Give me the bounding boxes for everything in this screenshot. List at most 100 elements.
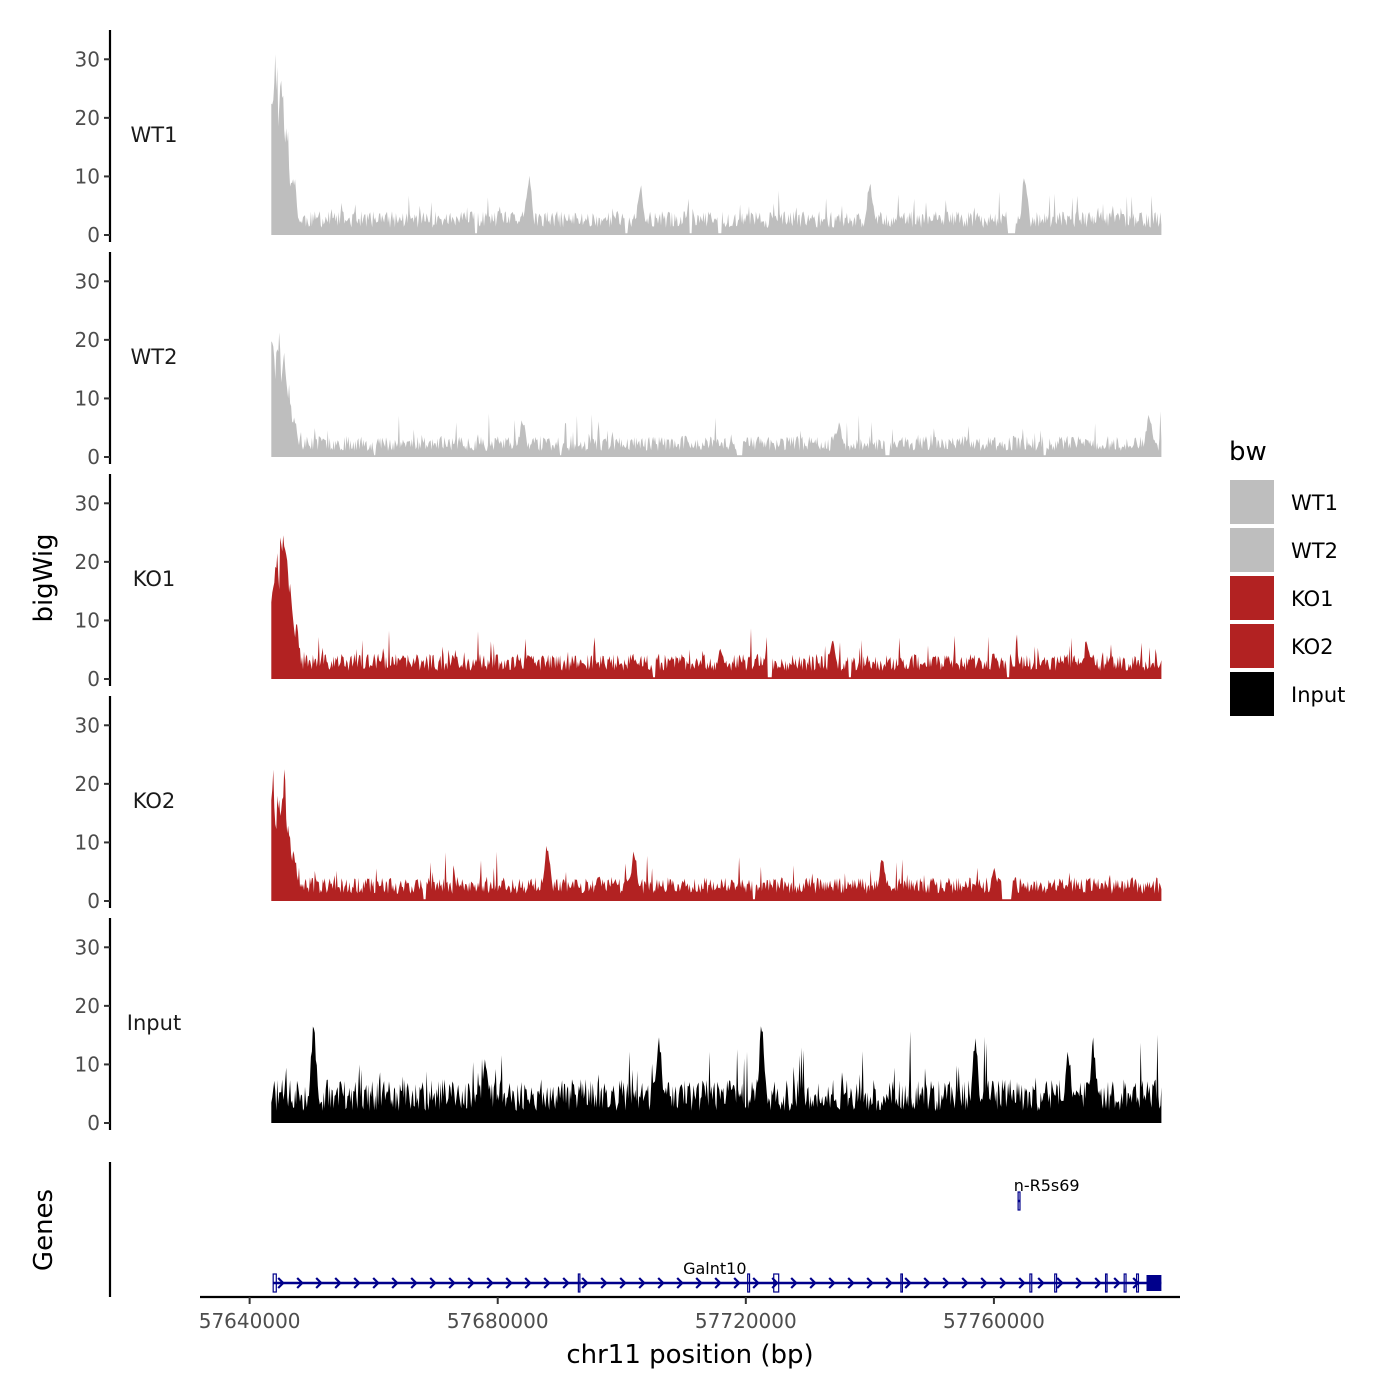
legend-label-ko2: KO2 — [1291, 635, 1334, 659]
y-tick-label: 20 — [75, 772, 100, 796]
strand-arrow — [999, 1277, 1007, 1289]
y-tick-label: 20 — [75, 994, 100, 1018]
exon — [272, 1273, 277, 1293]
track-input: 0 10 20 30 Input — [75, 918, 1162, 1135]
strand-arrow — [619, 1277, 627, 1289]
exon — [1029, 1273, 1033, 1293]
legend-label-input: Input — [1291, 683, 1345, 707]
strand-arrow — [372, 1277, 380, 1289]
exon — [1104, 1273, 1108, 1293]
strand-arrow — [809, 1277, 817, 1289]
legend-label-wt2: WT2 — [1291, 539, 1338, 563]
strand-arrow — [467, 1277, 475, 1289]
y-tick-label: 20 — [75, 106, 100, 130]
strand-arrow — [828, 1277, 836, 1289]
strand-arrow — [296, 1277, 304, 1289]
strand-arrow — [657, 1277, 665, 1289]
track-label-ko1: KO1 — [133, 567, 176, 591]
legend-label-wt1: WT1 — [1291, 491, 1338, 515]
track-ko2: 0 10 20 30 KO2 — [75, 696, 1162, 913]
exon — [577, 1273, 581, 1293]
strand-arrow — [1037, 1277, 1045, 1289]
strand-arrow — [980, 1277, 988, 1289]
track-label-ko2: KO2 — [133, 789, 176, 813]
legend: bw WT1 WT2 KO1 KO2 Input — [1229, 437, 1345, 716]
strand-arrow — [353, 1277, 361, 1289]
strand-arrow — [1075, 1277, 1083, 1289]
strand-arrow — [391, 1277, 399, 1289]
coverage-area-input — [271, 1026, 1162, 1123]
strand-arrow — [847, 1277, 855, 1289]
x-tick-label: 57760000 — [943, 1309, 1045, 1333]
strand-arrow — [790, 1277, 798, 1289]
strand-arrow — [1056, 1277, 1064, 1289]
coverage-area-wt1 — [271, 54, 1162, 235]
gene-label-galnt10: Galnt10 — [683, 1259, 746, 1278]
strand-arrow — [752, 1277, 760, 1289]
x-axis: 57640000 57680000 57720000 57760000 — [199, 1295, 1180, 1333]
genes-axis-title: Genes — [29, 1189, 59, 1271]
exon — [1017, 1191, 1021, 1211]
tracks-layer: 0 10 20 30 WT1 0 10 20 30 WT2 0 10 20 30 KO1 0 10 20 30 KO2… — [75, 30, 1162, 1135]
x-axis-title: chr11 position (bp) — [566, 1340, 813, 1370]
y-axis-title: bigWig — [29, 533, 59, 622]
track-label-wt2: WT2 — [131, 345, 178, 369]
exon — [900, 1273, 903, 1293]
y-tick-label: 30 — [75, 269, 100, 293]
y-tick-label: 10 — [75, 386, 100, 410]
strand-arrow — [1018, 1277, 1026, 1289]
strand-arrow — [486, 1277, 494, 1289]
strand-arrow — [885, 1277, 893, 1289]
track-label-input: Input — [127, 1011, 181, 1035]
y-tick-label: 30 — [75, 47, 100, 71]
genes-layer: Galnt10 n-R5s69 — [108, 1162, 1162, 1297]
strand-arrow — [543, 1277, 551, 1289]
strand-arrow — [638, 1277, 646, 1289]
exon — [1054, 1273, 1058, 1293]
strand-arrow — [581, 1277, 589, 1289]
legend-label-ko1: KO1 — [1291, 587, 1334, 611]
strand-arrow — [676, 1277, 684, 1289]
y-tick-label: 30 — [75, 491, 100, 515]
y-tick-label: 0 — [87, 667, 100, 691]
y-tick-label: 0 — [87, 223, 100, 247]
strand-arrow — [600, 1277, 608, 1289]
coverage-area-ko2 — [271, 769, 1162, 901]
exon — [773, 1273, 780, 1293]
legend-title: bw — [1229, 437, 1267, 467]
legend-key-ko2 — [1230, 624, 1274, 668]
gene-galnt10: Galnt10 — [272, 1259, 1162, 1293]
y-tick-label: 0 — [87, 889, 100, 913]
strand-arrow — [942, 1277, 950, 1289]
y-tick-label: 10 — [75, 1052, 100, 1076]
gene-label-n-r5s69: n-R5s69 — [1014, 1176, 1080, 1195]
exon — [1135, 1273, 1140, 1293]
strand-arrow — [923, 1277, 931, 1289]
strand-arrow — [277, 1277, 285, 1289]
legend-key-wt1 — [1230, 480, 1274, 524]
strand-arrow — [1094, 1277, 1102, 1289]
strand-arrow — [334, 1277, 342, 1289]
y-tick-label: 10 — [75, 164, 100, 188]
strand-arrow — [505, 1277, 513, 1289]
legend-key-wt2 — [1230, 528, 1274, 572]
x-tick-label: 57680000 — [447, 1309, 549, 1333]
track-wt1: 0 10 20 30 WT1 — [75, 30, 1162, 247]
y-tick-label: 30 — [75, 713, 100, 737]
y-tick-label: 10 — [75, 608, 100, 632]
y-tick-label: 10 — [75, 830, 100, 854]
strand-arrow — [695, 1277, 703, 1289]
gene-n-r5s69: n-R5s69 — [1014, 1176, 1080, 1211]
strand-arrow — [714, 1277, 722, 1289]
strand-arrow — [524, 1277, 532, 1289]
exon — [1123, 1273, 1127, 1293]
coverage-area-wt2 — [271, 332, 1162, 457]
track-label-wt1: WT1 — [131, 123, 178, 147]
legend-key-ko1 — [1230, 576, 1274, 620]
strand-arrow — [1113, 1277, 1121, 1289]
track-wt2: 0 10 20 30 WT2 — [75, 252, 1162, 469]
x-tick-label: 57720000 — [695, 1309, 797, 1333]
strand-arrow — [904, 1277, 912, 1289]
